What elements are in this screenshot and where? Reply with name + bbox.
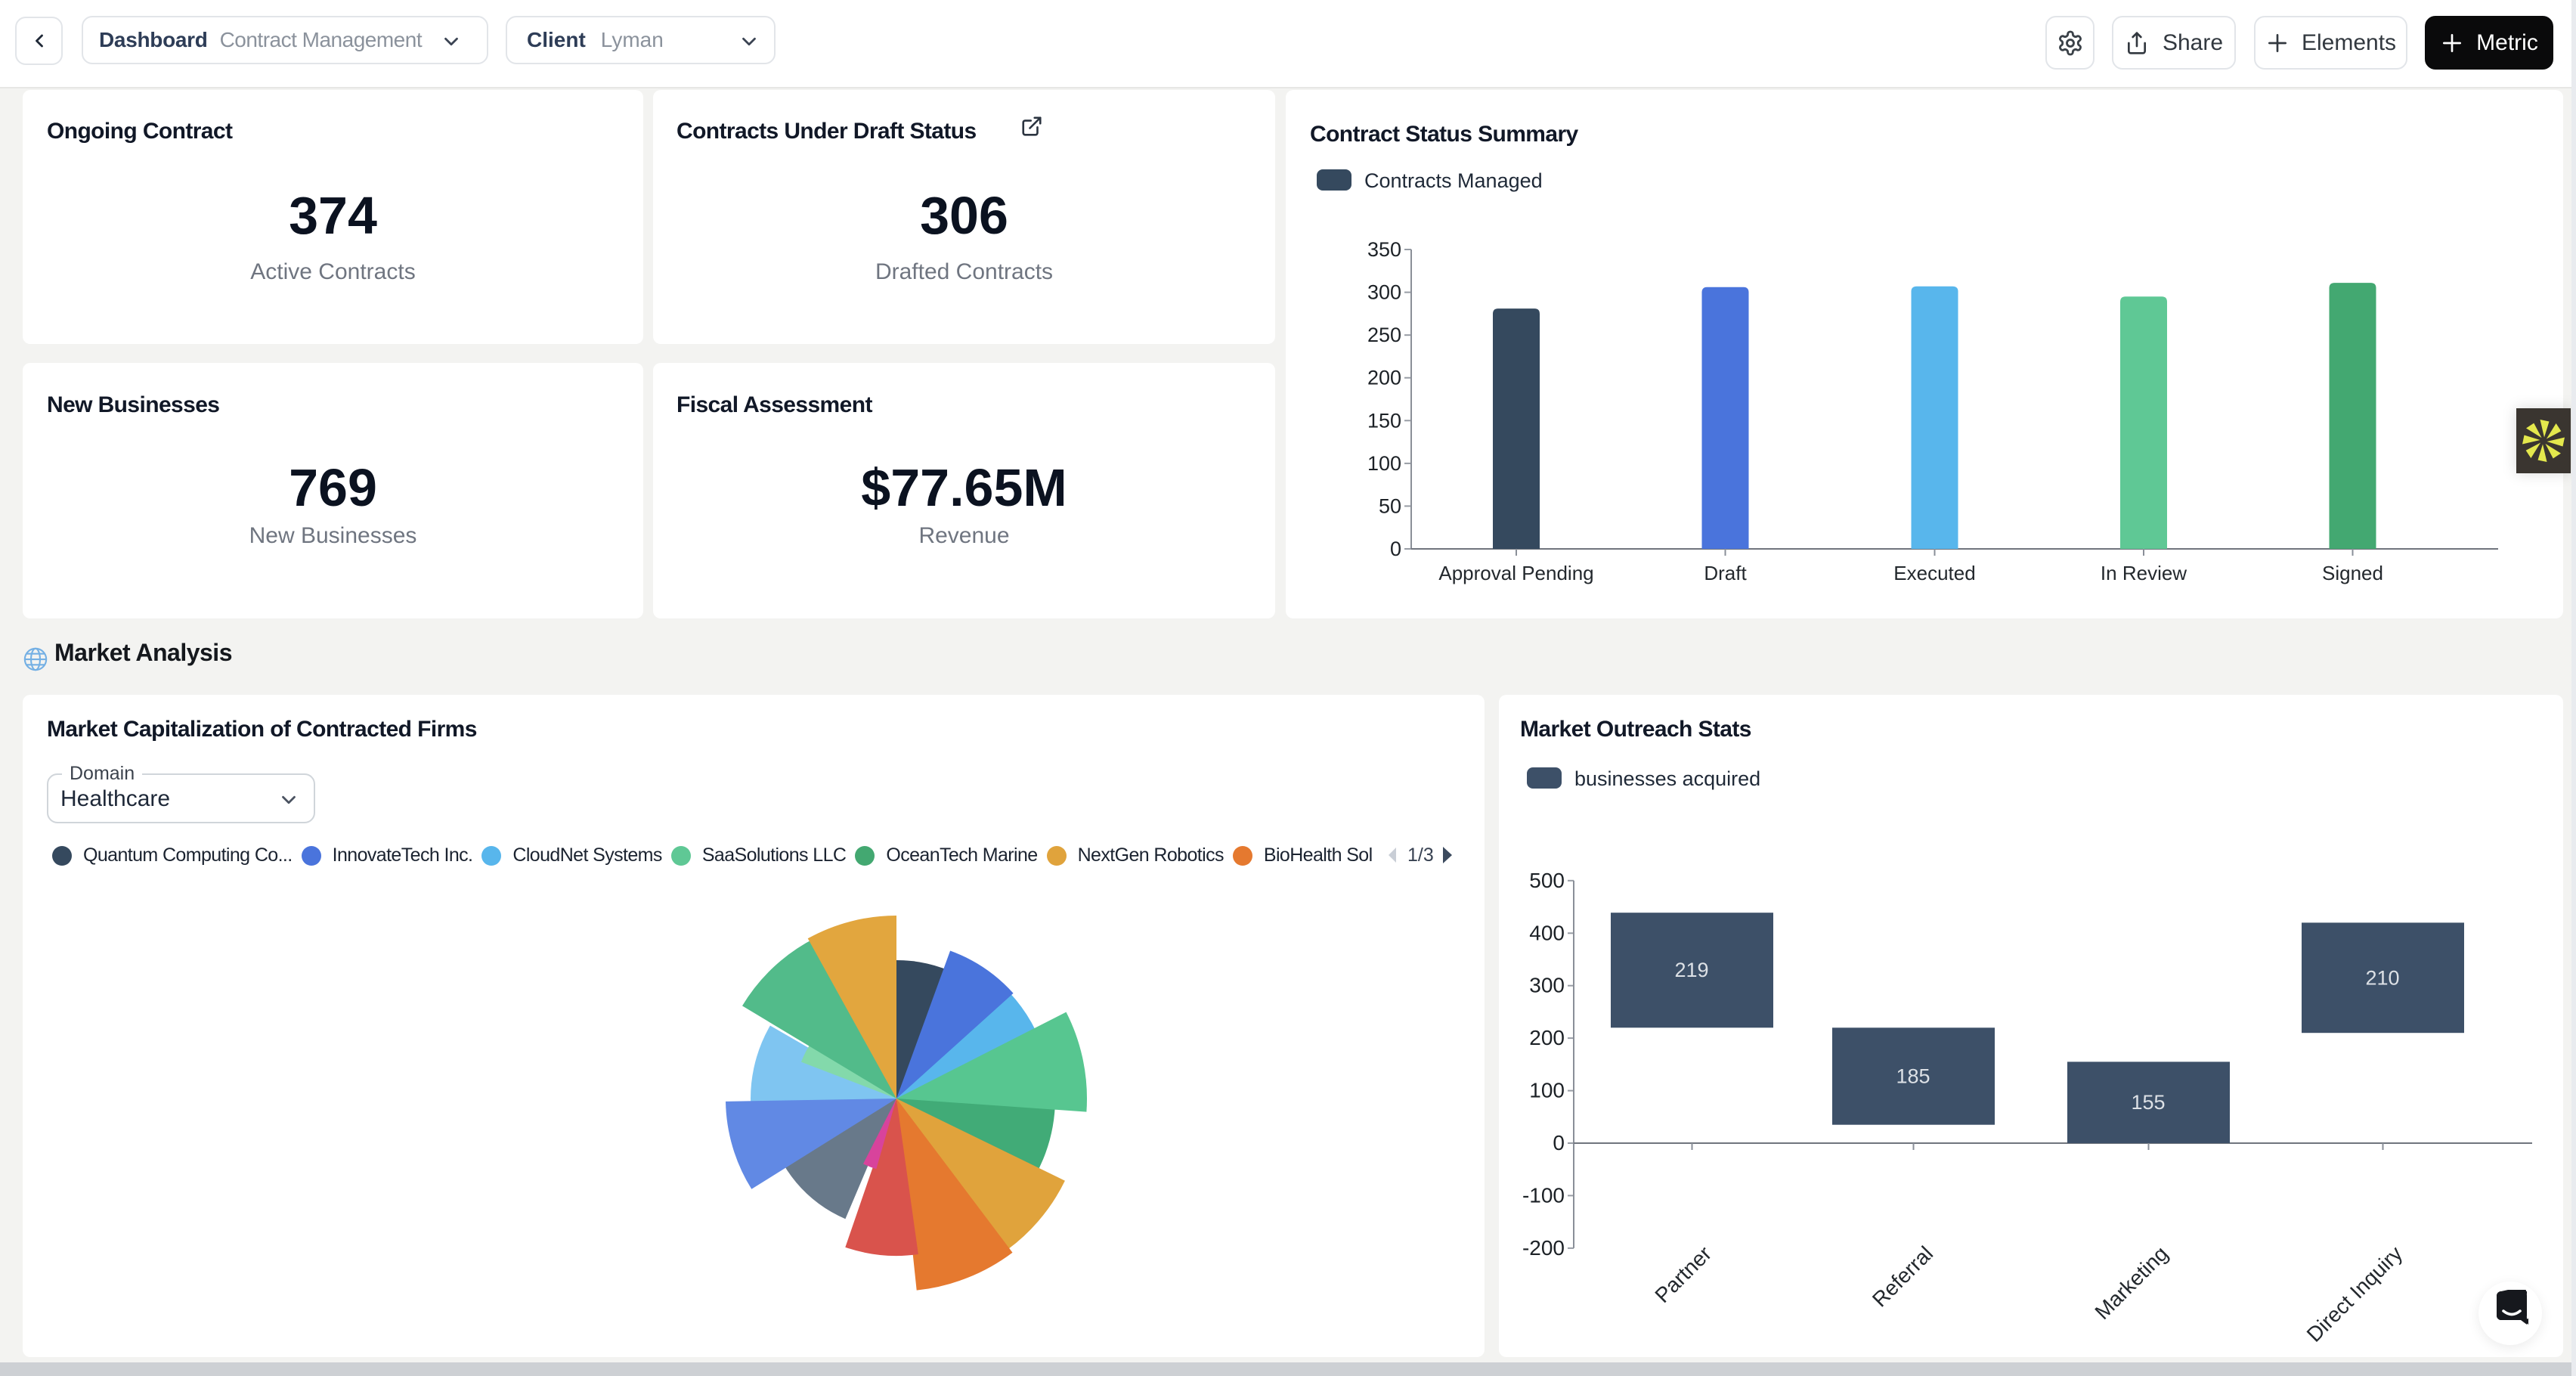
svg-text:100: 100 bbox=[1367, 452, 1401, 475]
svg-text:Executed: Executed bbox=[1893, 562, 1975, 584]
svg-text:185: 185 bbox=[1896, 1065, 1930, 1088]
svg-text:Direct Inquiry: Direct Inquiry bbox=[2302, 1241, 2407, 1347]
svg-text:Referral: Referral bbox=[1868, 1241, 1937, 1311]
svg-text:-200: -200 bbox=[1522, 1236, 1565, 1260]
svg-text:100: 100 bbox=[1529, 1079, 1565, 1102]
svg-text:200: 200 bbox=[1367, 367, 1401, 389]
svg-text:219: 219 bbox=[1674, 959, 1708, 981]
svg-text:Marketing: Marketing bbox=[2090, 1241, 2172, 1324]
svg-text:0: 0 bbox=[1390, 538, 1401, 560]
svg-text:50: 50 bbox=[1379, 494, 1401, 517]
svg-text:300: 300 bbox=[1367, 281, 1401, 304]
svg-text:200: 200 bbox=[1529, 1026, 1565, 1049]
svg-text:500: 500 bbox=[1529, 869, 1565, 892]
svg-text:210: 210 bbox=[2365, 966, 2399, 989]
svg-text:400: 400 bbox=[1529, 921, 1565, 944]
svg-text:350: 350 bbox=[1367, 238, 1401, 261]
svg-text:In Review: In Review bbox=[2101, 562, 2187, 584]
svg-text:150: 150 bbox=[1367, 409, 1401, 432]
svg-text:Partner: Partner bbox=[1650, 1241, 1716, 1307]
svg-text:300: 300 bbox=[1529, 974, 1565, 997]
svg-text:0: 0 bbox=[1553, 1131, 1565, 1154]
svg-text:155: 155 bbox=[2131, 1091, 2165, 1114]
svg-text:250: 250 bbox=[1367, 324, 1401, 346]
svg-text:Approval Pending: Approval Pending bbox=[1438, 562, 1593, 584]
svg-text:Draft: Draft bbox=[1704, 562, 1747, 584]
svg-text:Signed: Signed bbox=[2322, 562, 2383, 584]
svg-text:-100: -100 bbox=[1522, 1183, 1565, 1207]
